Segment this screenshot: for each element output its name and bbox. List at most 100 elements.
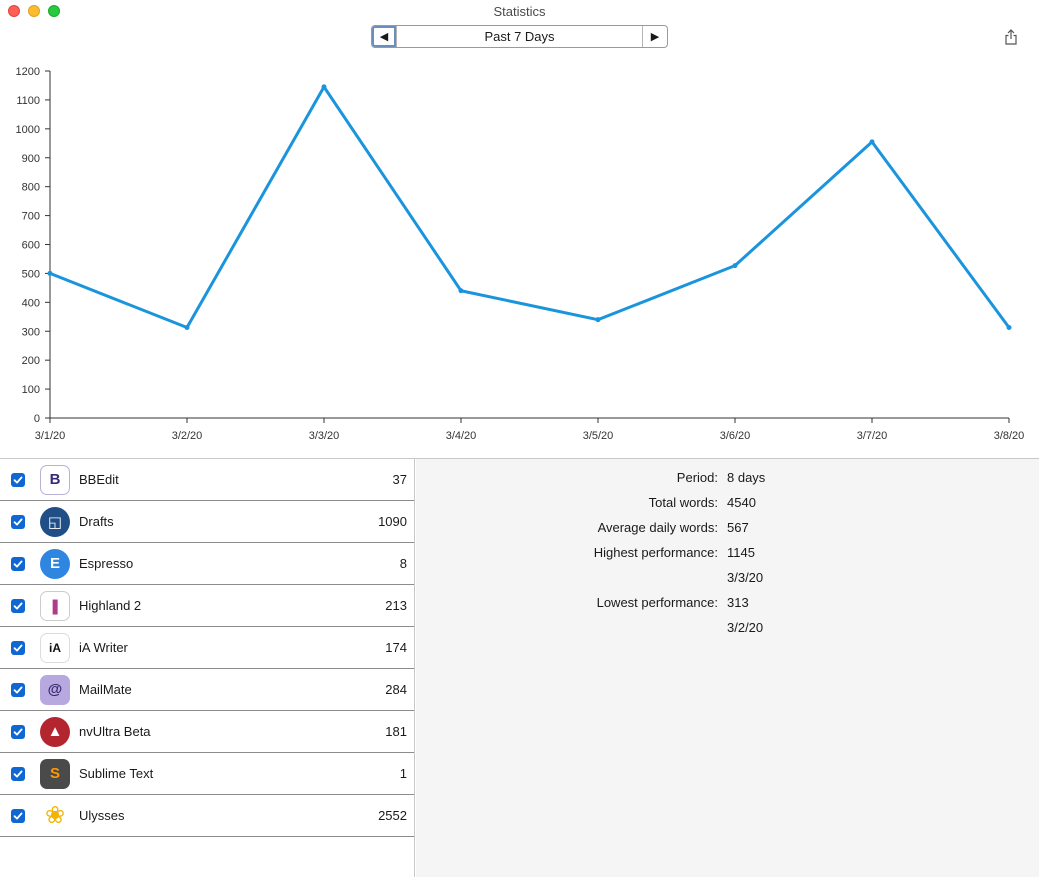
data-point	[595, 317, 601, 323]
app-name: Ulysses	[79, 808, 125, 823]
app-checkbox[interactable]	[11, 682, 25, 697]
y-tick-label: 1100	[16, 95, 40, 107]
triangle-left-icon: ◀	[379, 31, 389, 43]
app-word-count: 1	[399, 766, 407, 781]
stat-label: Average daily words:	[597, 520, 718, 535]
app-checkbox[interactable]	[11, 556, 25, 571]
app-row: ◱ Drafts 1090	[0, 501, 414, 543]
app-name: Highland 2	[79, 598, 142, 613]
app-row: ❚ Highland 2 213	[0, 585, 414, 627]
nvultra-icon: ▲	[40, 716, 70, 747]
highland-icon: ❚	[40, 590, 70, 621]
checkmark-icon	[13, 770, 23, 777]
app-checkbox[interactable]	[11, 640, 25, 655]
next-period-button[interactable]: ▶	[642, 26, 667, 47]
x-tick-label: 3/1/20	[35, 430, 66, 442]
app-row: ▲ nvUltra Beta 181	[0, 711, 414, 753]
zoom-window-button[interactable]	[48, 5, 60, 17]
app-row: E Espresso 8	[0, 543, 414, 585]
y-tick-label: 0	[34, 413, 40, 425]
stat-value: 313	[727, 595, 749, 610]
stat-value: 4540	[727, 495, 756, 510]
ia-writer-icon: iA	[40, 632, 70, 663]
stat-value: 1145	[727, 545, 755, 560]
stat-highest: Highest performance: 1145	[416, 545, 1039, 563]
data-point	[869, 139, 875, 145]
app-checkbox[interactable]	[11, 514, 25, 529]
x-tick-label: 3/2/20	[172, 430, 203, 442]
checkmark-icon	[13, 476, 23, 483]
stat-label: Highest performance:	[593, 545, 718, 560]
app-word-count: 8	[399, 556, 407, 571]
y-tick-label: 1000	[16, 124, 40, 136]
app-name: BBEdit	[79, 472, 119, 487]
stat-label: Lowest performance:	[596, 595, 718, 610]
app-row: ❀ Ulysses 2552	[0, 795, 414, 837]
stat-highest-date: 3/3/20	[416, 570, 1039, 588]
words-chart: 0 100 200 300 400 500 600 700 800 900 1000 1100 1200…	[0, 58, 1039, 458]
app-name: nvUltra Beta	[79, 724, 151, 739]
stat-value: 8 days	[727, 470, 766, 485]
app-word-count: 174	[385, 640, 407, 655]
app-name: MailMate	[79, 682, 132, 697]
app-checkbox[interactable]	[11, 598, 25, 613]
stat-average-daily: Average daily words: 567	[416, 520, 1039, 538]
checkmark-icon	[13, 518, 23, 525]
app-word-count: 37	[392, 472, 407, 487]
bottom-panel: B BBEdit 37 ◱ Drafts 1090 E Espresso 8 ❚ Highland …	[0, 458, 1039, 877]
app-word-count: 1090	[378, 514, 407, 529]
title-bar: Statistics ◀ Past 7 Days ▶	[0, 0, 1039, 58]
x-tick-label: 3/7/20	[857, 430, 888, 442]
app-checkbox[interactable]	[11, 766, 25, 781]
y-tick-label: 700	[22, 211, 40, 223]
app-name: iA Writer	[79, 640, 128, 655]
app-checkbox[interactable]	[11, 472, 25, 487]
x-tick-label: 3/6/20	[720, 430, 751, 442]
data-point	[184, 324, 190, 330]
stat-value: 3/2/20	[727, 620, 764, 635]
y-tick-label: 600	[22, 240, 40, 252]
stat-value: 3/3/20	[727, 570, 764, 585]
close-window-button[interactable]	[8, 5, 20, 17]
data-point	[1006, 324, 1012, 330]
minimize-window-button[interactable]	[28, 5, 40, 17]
stat-label: Total words:	[648, 495, 718, 510]
triangle-right-icon: ▶	[650, 31, 660, 43]
checkmark-icon	[13, 812, 23, 819]
series-line	[49, 84, 1011, 330]
app-name: Sublime Text	[79, 766, 154, 781]
y-tick-label: 200	[22, 355, 40, 367]
stat-label: Period:	[676, 470, 718, 485]
bbedit-icon: B	[40, 464, 70, 495]
app-name: Drafts	[79, 514, 114, 529]
y-tick-label: 300	[22, 326, 40, 338]
previous-period-button[interactable]: ◀	[372, 26, 397, 47]
x-tick-label: 3/5/20	[583, 430, 614, 442]
period-label[interactable]: Past 7 Days	[484, 29, 555, 44]
stat-lowest-date: 3/2/20	[416, 620, 1039, 638]
stat-value: 567	[727, 520, 749, 535]
stat-total-words: Total words: 4540	[416, 495, 1039, 513]
share-button[interactable]	[1000, 26, 1022, 48]
checkmark-icon	[13, 644, 23, 651]
y-tick-label: 400	[22, 297, 40, 309]
checkmark-icon	[13, 602, 23, 609]
drafts-icon: ◱	[40, 506, 70, 537]
y-tick-label: 800	[22, 182, 40, 194]
stats-panel: Period: 8 days Total words: 4540 Average…	[416, 459, 1039, 877]
data-point	[321, 84, 327, 90]
data-point	[47, 270, 53, 276]
x-tick-label: 3/3/20	[309, 430, 340, 442]
x-tick-label: 3/4/20	[446, 430, 477, 442]
y-tick-label: 900	[22, 153, 40, 165]
share-icon	[1005, 29, 1017, 45]
data-point	[458, 288, 464, 294]
y-tick-label: 500	[22, 268, 40, 280]
stat-period: Period: 8 days	[416, 470, 1039, 488]
app-checkbox[interactable]	[11, 724, 25, 739]
stat-lowest: Lowest performance: 313	[416, 595, 1039, 613]
app-checkbox[interactable]	[11, 808, 25, 823]
app-row: @ MailMate 284	[0, 669, 414, 711]
checkmark-icon	[13, 728, 23, 735]
app-row: iA iA Writer 174	[0, 627, 414, 669]
